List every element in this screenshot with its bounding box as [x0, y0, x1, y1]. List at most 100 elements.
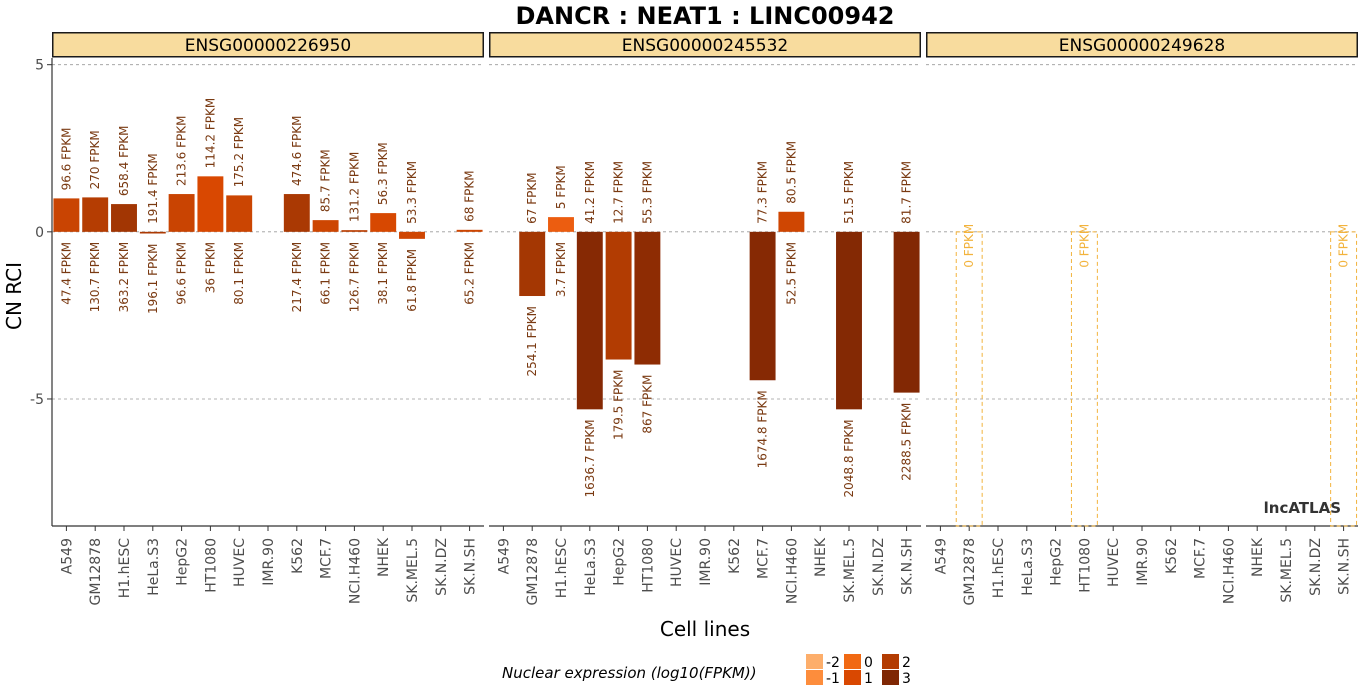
x-tick-label: HepG2 — [1049, 538, 1065, 586]
x-tick-label: H1.hESC — [554, 538, 570, 598]
x-tick-label: K562 — [290, 538, 306, 574]
bar — [283, 194, 310, 232]
x-tick-label: A549 — [496, 538, 512, 574]
bar-label-cyto: 175.2 FPKM — [232, 117, 246, 188]
bar-label-nuc: 1636.7 FPKM — [583, 419, 597, 497]
x-tick-label: K562 — [1164, 538, 1180, 574]
bar — [749, 231, 776, 381]
x-tick-label: GM12878 — [525, 538, 541, 605]
bar-label-nuc: 126.7 FPKM — [347, 242, 361, 313]
x-tick-label: SK.MEL.5 — [405, 538, 421, 603]
x-tick-label: SK.MEL.5 — [1279, 538, 1295, 603]
bar-label-nuc: 52.5 FPKM — [784, 242, 798, 305]
bar-label-cyto: 5 FPKM — [554, 165, 568, 209]
x-tick-label: HepG2 — [612, 538, 628, 586]
bar-label-nuc: 867 FPKM — [640, 375, 654, 434]
bar — [456, 229, 483, 232]
bar — [370, 213, 397, 232]
x-tick-label: HeLa.S3 — [146, 538, 162, 596]
legend-key-label: -2 — [826, 655, 840, 671]
bar-label-cyto: 270 FPKM — [88, 130, 102, 189]
x-tick-label: SK.N.DZ — [1308, 538, 1324, 596]
bar-label-nuc: 61.8 FPKM — [405, 249, 419, 312]
legend-key — [882, 654, 899, 669]
bar-label-nuc: 65.2 FPKM — [463, 242, 477, 305]
x-tick-label: H1.hESC — [117, 538, 133, 598]
facet-strip — [926, 32, 1358, 58]
x-tick-label: HT1080 — [640, 538, 656, 593]
bar-label-cyto: 0 FPKM — [962, 224, 976, 268]
bar — [139, 231, 166, 234]
facet-strip-label: ENSG00000245532 — [622, 36, 788, 56]
x-tick-label: SK.N.DZ — [871, 538, 887, 596]
y-axis-title: CN RCI — [2, 262, 26, 330]
facet-strip — [489, 32, 921, 58]
empty-bar — [955, 231, 983, 527]
bar — [778, 211, 805, 232]
bar-label-nuc: 179.5 FPKM — [612, 370, 626, 441]
y-tick-label: -5 — [30, 392, 44, 408]
x-tick-label: SK.N.SH — [900, 538, 916, 595]
x-tick-label: NCI.H460 — [1221, 538, 1237, 604]
legend-key — [844, 654, 861, 669]
x-tick-label: A549 — [933, 538, 949, 574]
x-tick-label: MCF.7 — [756, 538, 772, 579]
bar-label-cyto: 41.2 FPKM — [583, 161, 597, 224]
x-tick-label: K562 — [727, 538, 743, 574]
bar-label-nuc: 38.1 FPKM — [376, 242, 390, 305]
x-tick-label: NHEK — [376, 537, 392, 577]
bar-label-cyto: 53.3 FPKM — [405, 161, 419, 224]
bar — [576, 231, 603, 410]
bar-label-nuc: 96.6 FPKM — [175, 242, 189, 305]
bar-label-cyto: 85.7 FPKM — [319, 149, 333, 212]
bar-label-nuc: 66.1 FPKM — [319, 242, 333, 305]
legend-key-label: -1 — [826, 671, 840, 687]
bar — [605, 231, 632, 360]
x-axis-title: Cell lines — [660, 617, 750, 641]
bar-label-nuc: 196.1 FPKM — [146, 244, 160, 315]
bar — [519, 231, 546, 297]
bar-label-cyto: 67 FPKM — [525, 172, 539, 223]
x-tick-label: SK.N.SH — [1337, 538, 1353, 595]
bar-label-cyto: 658.4 FPKM — [117, 126, 131, 197]
bar-label-cyto: 96.6 FPKM — [59, 127, 73, 190]
bar-label-cyto: 474.6 FPKM — [290, 116, 304, 187]
x-tick-label: H1.hESC — [991, 538, 1007, 598]
facet-panel: ENSG00000245532 A549 GM12878 H1.hESC HeLa.S3… — [489, 32, 921, 605]
x-tick-label: MCF.7 — [319, 538, 335, 579]
bar-label-nuc: 217.4 FPKM — [290, 242, 304, 313]
bar — [634, 231, 661, 365]
bar-label-cyto: 80.5 FPKM — [784, 141, 798, 204]
legend-key — [844, 670, 861, 685]
facet-strip — [52, 32, 484, 58]
legend-key — [882, 670, 899, 685]
x-tick-label: GM12878 — [88, 538, 104, 605]
y-tick-label: 0 — [35, 225, 44, 241]
bar-label-nuc: 47.4 FPKM — [59, 242, 73, 305]
chart-title: DANCR : NEAT1 : LINC00942 — [516, 2, 895, 30]
bar-label-nuc: 1674.8 FPKM — [756, 390, 770, 468]
bar-label-nuc: 363.2 FPKM — [117, 242, 131, 313]
legend-key-label: 0 — [864, 655, 873, 671]
bar — [341, 230, 368, 232]
legend-key-label: 1 — [864, 671, 873, 687]
x-tick-label: HUVEC — [1106, 538, 1122, 587]
bar-label-nuc: 130.7 FPKM — [88, 242, 102, 313]
x-tick-label: HeLa.S3 — [583, 538, 599, 596]
bar-label-nuc: 2048.8 FPKM — [842, 419, 856, 497]
legend: Nuclear expression (log10(FPKM)) -2-1 01 2… — [502, 654, 911, 687]
bar — [893, 231, 920, 393]
x-tick-label: SK.MEL.5 — [842, 538, 858, 603]
legend-key-label: 2 — [902, 655, 911, 671]
watermark: lncATLAS — [1264, 499, 1341, 517]
legend-key — [806, 654, 823, 669]
x-tick-label: HUVEC — [232, 538, 248, 587]
bar — [111, 204, 137, 232]
x-tick-label: IMR.90 — [698, 538, 714, 586]
bar-label-cyto: 81.7 FPKM — [900, 161, 914, 224]
bar-label-cyto: 213.6 FPKM — [175, 116, 189, 187]
bar-label-cyto: 68 FPKM — [463, 170, 477, 221]
x-tick-label: NHEK — [813, 537, 829, 577]
x-tick-label: NCI.H460 — [784, 538, 800, 604]
